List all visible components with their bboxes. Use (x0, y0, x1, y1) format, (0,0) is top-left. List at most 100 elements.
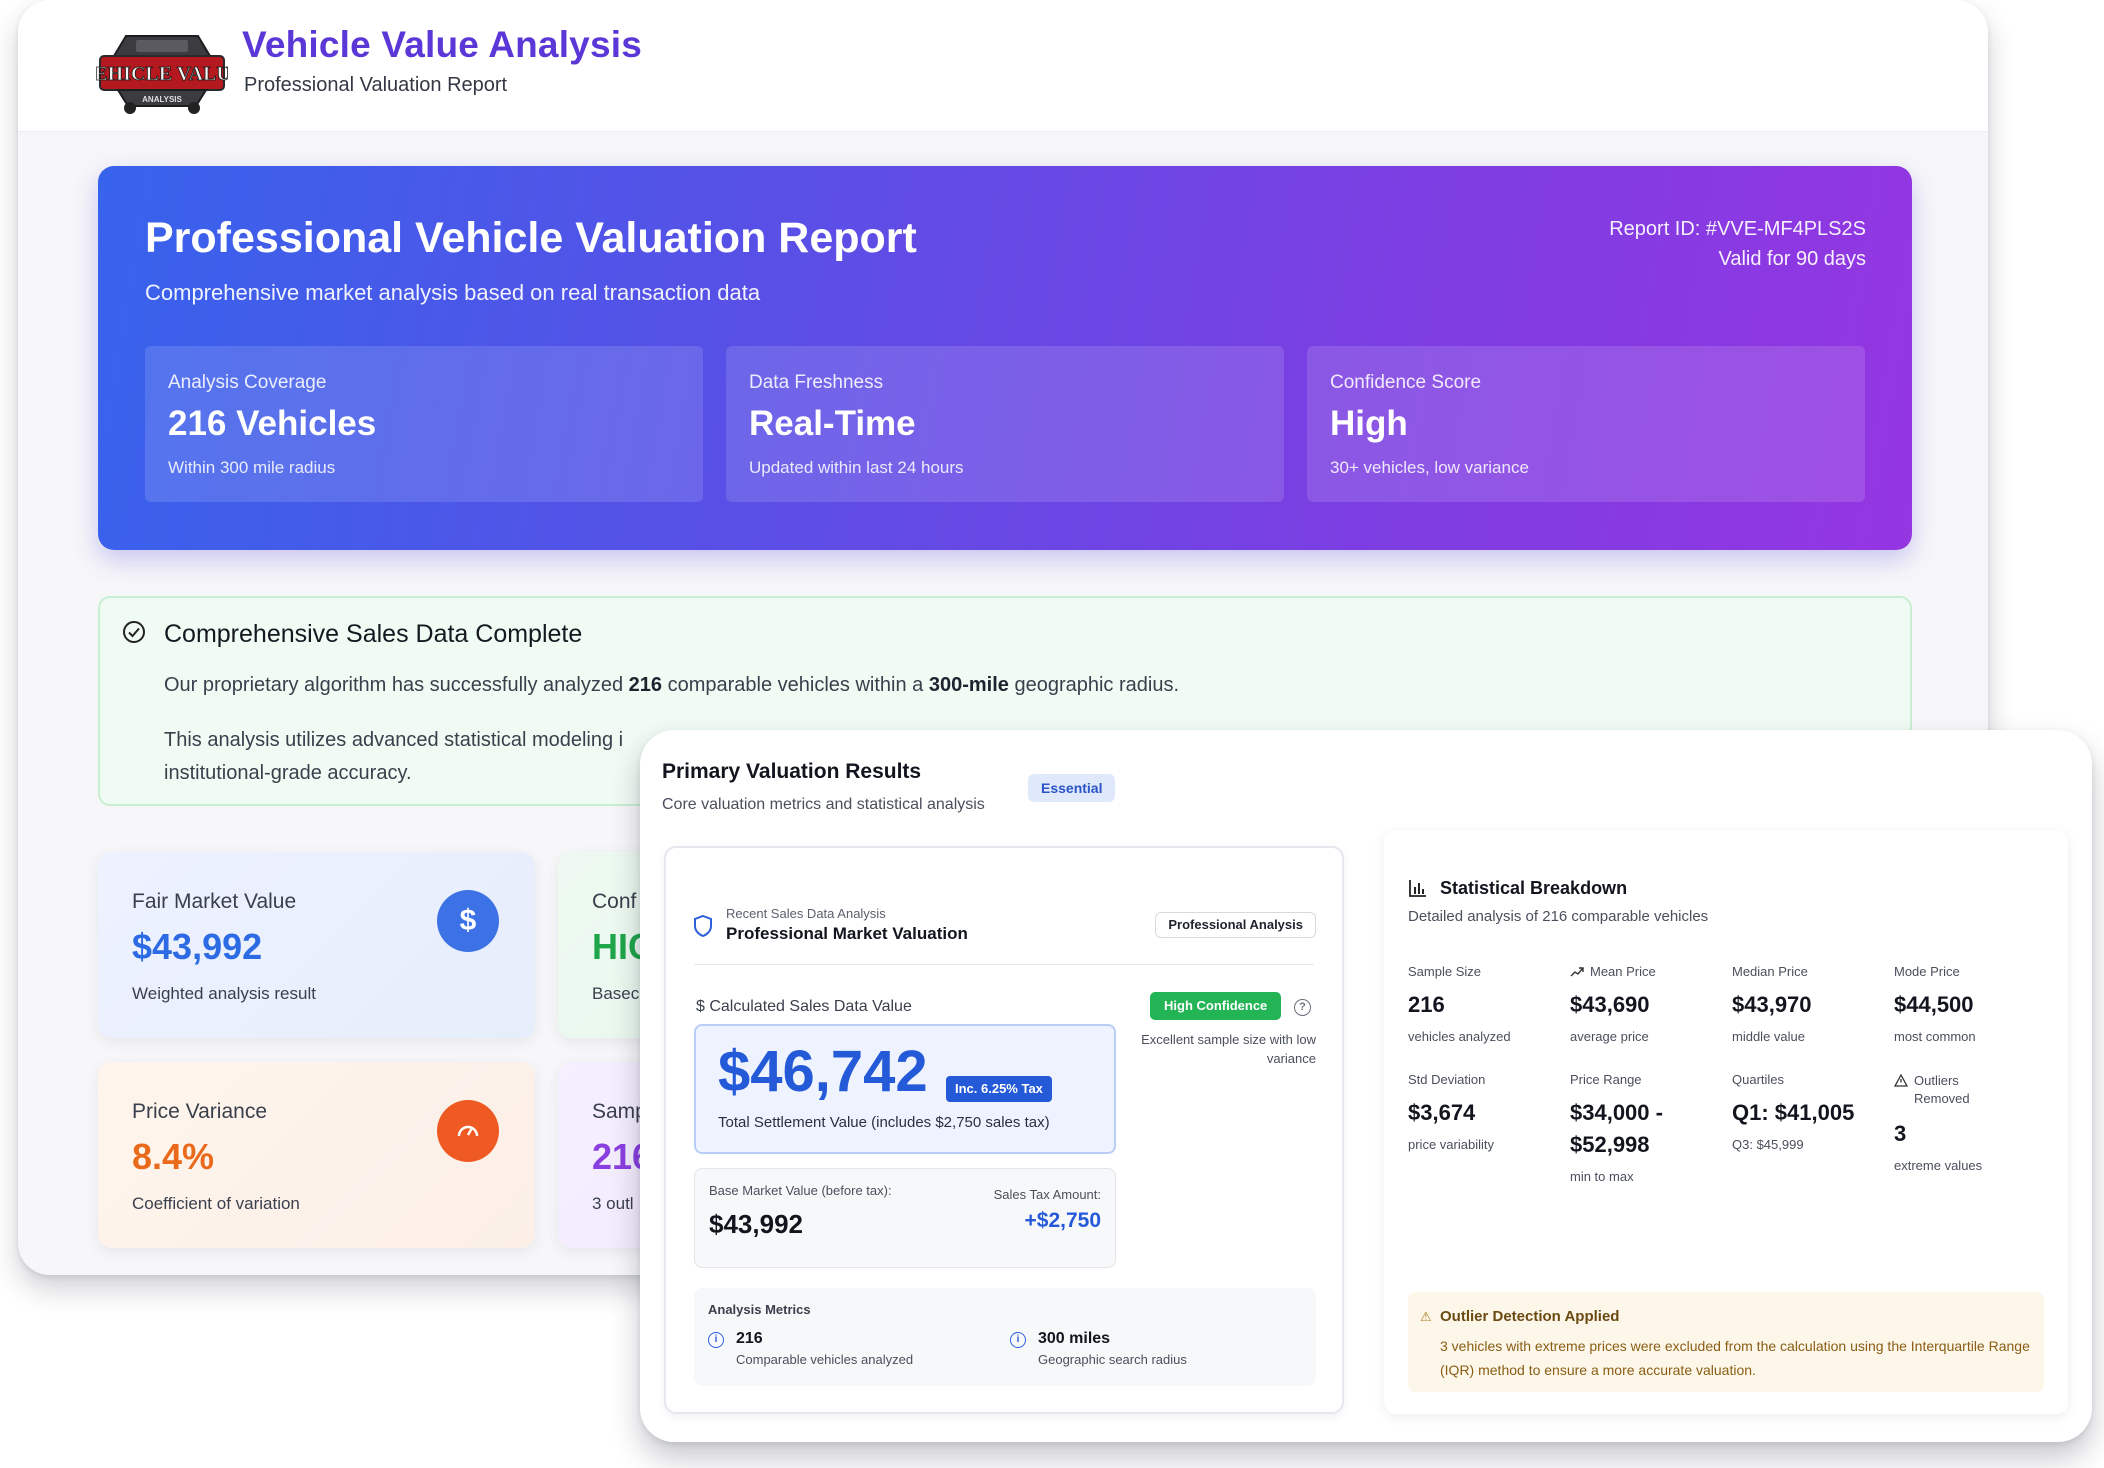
app-header: VEHICLE VALUE ANALYSIS Vehicle Value Ana… (18, 0, 1988, 132)
hero-card-freshness: Data Freshness Real-Time Updated within … (726, 346, 1284, 502)
stat-label: Mode Price (1894, 964, 1960, 979)
hero-card-desc: 30+ vehicles, low variance (1330, 458, 1529, 477)
stat-label: Outliers Removed (1914, 1073, 1970, 1106)
stat-desc: average price (1570, 1029, 1649, 1044)
hero-card-value: High (1330, 404, 1408, 443)
primary-valuation-title: Primary Valuation Results (662, 760, 922, 783)
settlement-value-box: $46,742 Inc. 6.25% Tax Total Settlement … (694, 1024, 1116, 1154)
stat-label: Median Price (1732, 964, 1808, 979)
dollar-icon: $ (437, 890, 499, 952)
primary-valuation-subtitle: Core valuation metrics and statistical a… (662, 796, 985, 813)
notice-paragraph: Our proprietary algorithm has successful… (164, 674, 1179, 697)
hero-subtitle: Comprehensive market analysis based on r… (145, 280, 761, 305)
gauge-icon (437, 1100, 499, 1162)
base-value-box: Base Market Value (before tax): $43,992 … (694, 1168, 1116, 1268)
hero-card-confidence: Confidence Score High 30+ vehicles, low … (1307, 346, 1865, 502)
sales-tax-label: Sales Tax Amount: (993, 1187, 1101, 1202)
stat-mean-price: Mean Price $43,690 average price (1570, 964, 1720, 1044)
notice-count: 216 (628, 674, 663, 696)
logo-subtext: ANALYSIS (142, 95, 182, 104)
stat-label: Mean Price (1590, 964, 1656, 979)
stat-desc: vehicles analyzed (1408, 1029, 1511, 1044)
settlement-caption: Total Settlement Value (includes $2,750 … (718, 1114, 1050, 1131)
stat-value: $43,690 (1570, 992, 1650, 1017)
stat-mode-price: Mode Price $44,500 most common (1894, 964, 2044, 1044)
base-value: $43,992 (709, 1209, 803, 1239)
app-title: Vehicle Value Analysis (242, 24, 642, 65)
hero-card-coverage: Analysis Coverage 216 Vehicles Within 30… (145, 346, 703, 502)
stat-label: Quartiles (1732, 1072, 1785, 1087)
divider (694, 964, 1314, 965)
sales-tax-value: +$2,750 (1024, 1209, 1102, 1232)
stat-price-range: Price Range $34,000 - $52,998 min to max (1570, 1072, 1700, 1184)
notice-text: institutional-grade accuracy. (164, 762, 412, 784)
analysis-metric-value: 216 (736, 1330, 763, 1347)
stat-value: 3 (1894, 1121, 1907, 1146)
stats-title: Statistical Breakdown (1440, 878, 1628, 898)
metric-value: 8.4% (132, 1136, 215, 1177)
notice-radius: 300-mile (928, 674, 1009, 696)
primary-valuation-window: Primary Valuation Results Essential Core… (640, 730, 2092, 1442)
stat-desc: Q3: $45,999 (1732, 1137, 1804, 1152)
tax-included-badge: Inc. 6.25% Tax (946, 1076, 1052, 1102)
hero-card-label: Analysis Coverage (168, 372, 327, 393)
valuation-heading: Professional Market Valuation (726, 924, 968, 943)
hero-card-desc: Within 300 mile radius (168, 458, 336, 477)
stat-value: 216 (1408, 992, 1445, 1017)
stat-std-deviation: Std Deviation $3,674 price variability (1408, 1072, 1558, 1152)
stat-outliers-removed: Outliers Removed 3 extreme values (1894, 1072, 2004, 1173)
stat-label-row: Outliers Removed (1894, 1072, 2004, 1108)
report-id-block: Report ID: #VVE-MF4PLS2S Valid for 90 da… (1609, 214, 1866, 274)
notice-text: This analysis utilizes advanced statisti… (164, 729, 624, 751)
hero-card-label: Data Freshness (749, 372, 884, 393)
stat-desc: price variability (1408, 1137, 1494, 1152)
warning-icon (1894, 1074, 1908, 1087)
metric-value: $43,992 (132, 926, 263, 967)
info-icon: i (1010, 1332, 1026, 1348)
metric-desc: Coefficient of variation (132, 1194, 300, 1213)
metric-desc: Weighted analysis result (132, 984, 316, 1003)
logo-text: VEHICLE VALUE (96, 63, 228, 85)
shield-icon (694, 914, 712, 938)
notice-text: geographic radius. (1008, 674, 1179, 696)
hero-card-value: 216 Vehicles (168, 404, 377, 443)
app-subtitle: Professional Valuation Report (244, 74, 508, 96)
vehicle-value-logo: VEHICLE VALUE ANALYSIS (96, 35, 228, 114)
hero-card-value: Real-Time (749, 404, 916, 443)
stat-desc: most common (1894, 1029, 1976, 1044)
report-hero-banner: Professional Vehicle Valuation Report Co… (98, 166, 1912, 550)
professional-analysis-chip: Professional Analysis (1155, 912, 1316, 938)
high-confidence-badge: High Confidence (1150, 992, 1282, 1020)
outlier-detection-notice: ⚠ Outlier Detection Applied 3 vehicles w… (1408, 1292, 2044, 1392)
valuation-kicker: Recent Sales Data Analysis (726, 906, 886, 921)
stat-label-row: Mean Price (1570, 964, 1720, 979)
stat-label: Sample Size (1408, 964, 1481, 979)
help-icon[interactable]: ? (1294, 999, 1311, 1016)
market-valuation-panel: Recent Sales Data Analysis Professional … (664, 846, 1344, 1414)
metric-desc: 3 outl (592, 1194, 634, 1213)
outlier-title: Outlier Detection Applied (1440, 1308, 1620, 1325)
stat-value: $34,000 - $52,998 (1570, 1100, 1663, 1157)
warning-icon: ⚠ (1420, 1309, 1432, 1324)
analysis-metric-desc: Comparable vehicles analyzed (736, 1352, 914, 1367)
confidence-note: Excellent sample size with low variance (1141, 1032, 1316, 1066)
stat-desc: min to max (1570, 1169, 1634, 1184)
notice-title: Comprehensive Sales Data Complete (164, 620, 583, 648)
notice-paragraph-2: This analysis utilizes advanced statisti… (164, 724, 1884, 790)
stat-median-price: Median Price $43,970 middle value (1732, 964, 1882, 1044)
stat-value: $43,970 (1732, 992, 1812, 1017)
notice-text: comparable vehicles within a (662, 674, 929, 696)
metric-desc: Basec (592, 984, 640, 1003)
report-id: Report ID: #VVE-MF4PLS2S (1609, 218, 1866, 240)
info-icon: i (708, 1332, 724, 1348)
report-validity: Valid for 90 days (1718, 248, 1867, 270)
check-circle-icon (123, 621, 145, 643)
hero-card-desc: Updated within last 24 hours (749, 458, 964, 477)
stat-value: Q1: $41,005 (1732, 1100, 1855, 1125)
outlier-text: 3 vehicles with extreme prices were excl… (1440, 1338, 2030, 1378)
stat-label: Std Deviation (1408, 1072, 1486, 1087)
trend-up-icon (1570, 966, 1584, 976)
notice-text: Our proprietary algorithm has successful… (164, 674, 629, 696)
analysis-metric-desc: Geographic search radius (1038, 1352, 1187, 1367)
base-value-label: Base Market Value (before tax): (709, 1183, 892, 1198)
